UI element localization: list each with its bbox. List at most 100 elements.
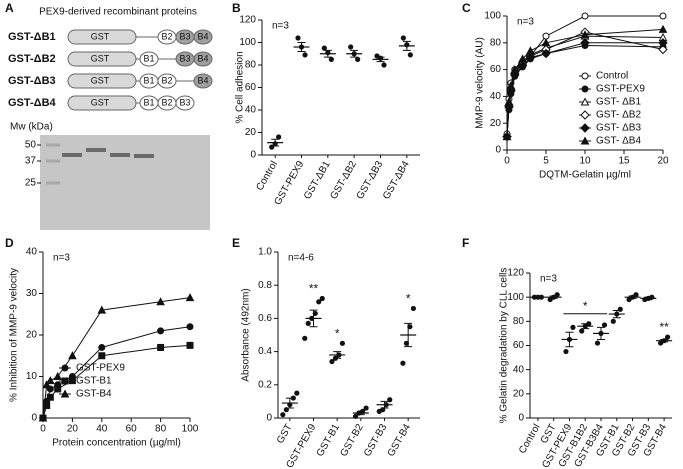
- legend-label: Control: [596, 71, 628, 82]
- y-tick-label: 10: [26, 371, 38, 382]
- domain-label: B1: [143, 75, 154, 85]
- domain-shape: [67, 73, 137, 89]
- error-bar: [271, 138, 280, 147]
- error-bar: [565, 331, 574, 348]
- y-tick-label: 40: [490, 91, 502, 102]
- series-line: [42, 297, 191, 419]
- data-point: [363, 405, 369, 411]
- panel-title: PEX9-derived recombinant proteins: [39, 7, 197, 18]
- data-point: [319, 295, 325, 302]
- domain-label: B1: [143, 53, 154, 63]
- protein-band: [134, 154, 154, 158]
- error-bar: [402, 40, 411, 51]
- y-tick-label: 60: [513, 340, 525, 351]
- data-point: [381, 62, 387, 68]
- error-bar: [549, 295, 558, 299]
- protein-band: [62, 153, 82, 157]
- error-bar: [376, 56, 385, 63]
- data-point: [185, 293, 195, 302]
- y-tick-label: 60: [490, 64, 502, 75]
- x-tick-label: GST-ΔB4: [381, 159, 412, 201]
- note: n=3: [272, 21, 289, 32]
- y-tick-label: 1.0: [258, 247, 272, 258]
- data-point: [579, 328, 585, 334]
- data-point: [156, 297, 165, 306]
- data-point: [581, 12, 589, 20]
- data-point: [157, 327, 165, 335]
- data-point: [329, 358, 335, 365]
- data-point: [98, 343, 106, 351]
- y-tick-label: 0: [266, 413, 272, 424]
- legend-marker: [60, 389, 70, 398]
- legend-label: GST-PEX9: [76, 363, 125, 374]
- x-axis-label: Protein concentration (µg/ml): [52, 438, 181, 449]
- legend-marker: [580, 110, 590, 120]
- data-point: [38, 413, 48, 422]
- data-point: [400, 35, 406, 41]
- y-tick-label: 0.8: [258, 280, 272, 291]
- legend-marker: [61, 377, 69, 385]
- legend-marker: [580, 97, 590, 106]
- data-point: [580, 38, 590, 48]
- y-tick-label: 0.6: [258, 313, 272, 324]
- data-point: [339, 340, 346, 346]
- error-bar: [356, 410, 365, 416]
- x-tick-label: 60: [126, 424, 138, 435]
- x-tick-label: 10: [579, 156, 591, 167]
- y-tick-label: 20: [26, 330, 38, 341]
- ladder-band: [46, 159, 60, 163]
- domain-label: B2: [161, 75, 172, 85]
- error-bar: [597, 326, 605, 340]
- construct-name: GST-ΔB1: [8, 31, 56, 43]
- x-tick-label: 80: [155, 424, 167, 435]
- data-point: [525, 52, 536, 63]
- x-tick-label: GST-B4: [386, 422, 414, 459]
- error-bar: [350, 49, 359, 58]
- construct-name: GST-ΔB2: [8, 53, 56, 65]
- legend-marker: [61, 364, 69, 372]
- data-point: [302, 335, 308, 341]
- data-point: [157, 343, 165, 351]
- data-point: [580, 30, 590, 39]
- note: n=3: [540, 274, 557, 285]
- data-point: [348, 44, 354, 50]
- mw-marker: 50: [25, 140, 37, 151]
- data-point: [410, 305, 417, 312]
- data-point: [280, 412, 286, 418]
- construct-name: GST-ΔB3: [8, 75, 56, 87]
- data-point: [355, 56, 361, 62]
- data-point: [658, 38, 668, 48]
- data-point: [407, 52, 413, 58]
- data-point: [276, 134, 282, 140]
- data-point: [541, 48, 551, 59]
- data-point: [502, 132, 512, 141]
- legend-label: GST- ΔB1: [596, 97, 641, 108]
- x-tick-label: 20: [657, 156, 669, 167]
- ladder-band: [46, 143, 60, 147]
- x-tick-label: 5: [543, 156, 549, 167]
- legend-marker: [581, 85, 589, 93]
- y-tick-label: 120: [507, 268, 524, 279]
- domain-shape: [67, 51, 137, 67]
- data-point: [400, 360, 406, 366]
- y-tick-label: 0: [495, 145, 501, 156]
- data-point: [186, 341, 194, 349]
- data-point: [302, 52, 308, 58]
- y-tick-label: 60: [245, 82, 257, 93]
- data-point: [328, 56, 334, 62]
- x-tick-label: 0: [504, 156, 510, 167]
- y-tick-label: 20: [245, 127, 257, 138]
- panel-letter: A: [5, 1, 14, 15]
- domain-label: GST: [91, 31, 110, 41]
- y-tick-label: 0: [31, 413, 37, 424]
- y-tick-label: 0: [250, 150, 256, 161]
- legend-label: GST- ΔB3: [596, 123, 641, 134]
- significance: **: [659, 320, 669, 334]
- ladder-band: [46, 181, 60, 185]
- panel-letter: F: [462, 236, 469, 250]
- legend-marker: [580, 136, 590, 145]
- mw-marker: 25: [25, 178, 37, 189]
- x-tick-label: GST: [275, 422, 295, 445]
- domain-label: B4: [197, 31, 208, 41]
